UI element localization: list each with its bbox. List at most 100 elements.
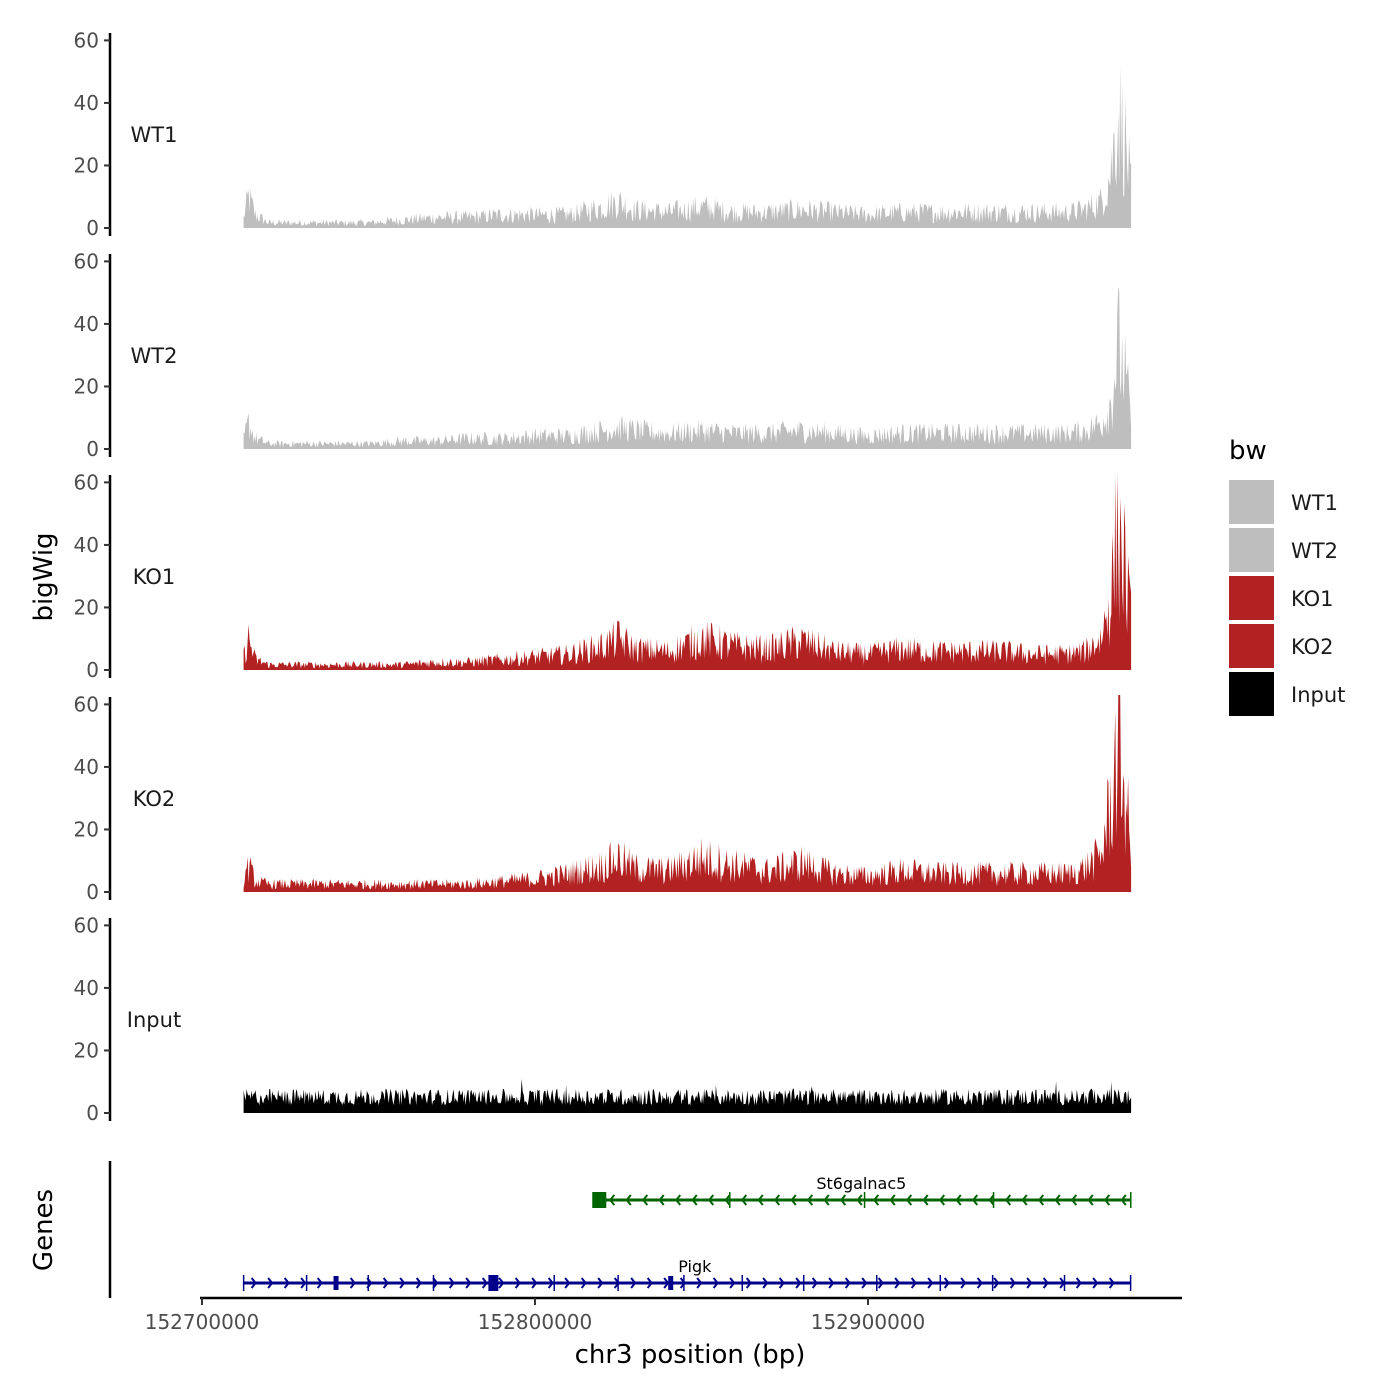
strand-arrow: [1026, 1277, 1033, 1289]
strand-arrow: [976, 1277, 983, 1289]
panel-label: WT1: [131, 123, 178, 147]
strand-arrow: [894, 1277, 901, 1289]
gene-pigk: Pigk: [242, 1257, 1132, 1291]
y-tick-label: 40: [74, 533, 99, 557]
legend-title: bw: [1229, 436, 1267, 466]
x-axis: 152700000 152800000 152900000: [145, 1296, 1182, 1334]
strand-arrow: [823, 1194, 830, 1206]
strand-arrow: [905, 1194, 913, 1206]
strand-arrow: [691, 1194, 698, 1206]
strand-arrow: [1054, 1194, 1061, 1206]
strand-arrow: [646, 1277, 653, 1289]
panel-label: WT2: [131, 344, 178, 368]
strand-arrow: [960, 1277, 967, 1289]
strand-arrow: [1004, 1194, 1012, 1206]
gene-track: St6galnac5 Pigk: [108, 1161, 1132, 1298]
strand-arrow: [349, 1277, 356, 1289]
signal-area: [243, 287, 1132, 449]
legend-label: KO2: [1291, 635, 1334, 659]
strand-arrow: [1037, 1194, 1045, 1206]
strand-arrow: [465, 1277, 472, 1289]
strand-arrow: [757, 1194, 764, 1206]
strand-arrow: [943, 1277, 950, 1289]
y-tick-label: 60: [74, 249, 99, 273]
strand-arrow: [877, 1277, 884, 1289]
y-tick-label: 0: [86, 658, 99, 682]
y-tick-label: 0: [86, 437, 99, 461]
strand-arrow: [1103, 1194, 1111, 1206]
gene-st6galnac5: St6galnac5: [592, 1174, 1132, 1208]
strand-arrow: [674, 1194, 682, 1206]
y-tick-label: 60: [74, 470, 99, 494]
strand-arrow: [806, 1194, 814, 1206]
strand-arrow: [729, 1277, 736, 1289]
strand-arrow: [778, 1277, 785, 1289]
strand-arrow: [1092, 1277, 1099, 1289]
exon-block: [668, 1276, 674, 1290]
strand-arrow: [481, 1277, 488, 1289]
strand-arrow: [1009, 1277, 1016, 1289]
strand-arrow: [283, 1277, 290, 1289]
x-axis-title: chr3 position (bp): [575, 1340, 806, 1370]
strand-arrow: [828, 1277, 835, 1289]
legend-key-wt2: [1229, 528, 1274, 572]
strand-arrow: [762, 1277, 769, 1289]
strand-arrow: [1075, 1277, 1082, 1289]
legend-key-ko1: [1229, 576, 1274, 620]
track-panels: WT1 0 20 40 60 WT2 0 20 40 60 KO1 0 20 40 60 KO2 0 20 40 60…: [74, 28, 1132, 1125]
panel-label: Input: [127, 1008, 181, 1032]
y-tick-label: 40: [74, 755, 99, 779]
strand-arrow: [1087, 1194, 1094, 1206]
strand-arrow: [740, 1194, 748, 1206]
genes-axis-title: Genes: [29, 1189, 59, 1271]
y-tick-label: 0: [86, 880, 99, 904]
strand-arrow: [1021, 1194, 1028, 1206]
strand-arrow: [531, 1277, 538, 1289]
strand-arrow: [795, 1277, 802, 1289]
gene-label: St6galnac5: [816, 1174, 906, 1193]
legend-label: Input: [1291, 683, 1345, 707]
strand-arrow: [580, 1277, 587, 1289]
strand-arrow: [971, 1194, 979, 1206]
legend-label: WT1: [1291, 491, 1338, 515]
strand-arrow: [630, 1277, 637, 1289]
strand-arrow: [641, 1194, 649, 1206]
strand-arrow: [1108, 1277, 1115, 1289]
y-tick-label: 0: [86, 1101, 99, 1125]
strand-arrow: [663, 1277, 670, 1289]
strand-arrow: [910, 1277, 917, 1289]
x-tick-label: 152800000: [478, 1310, 593, 1334]
track-ko1: KO1 0 20 40 60: [74, 470, 1132, 682]
y-tick-label: 60: [74, 692, 99, 716]
y-tick-label: 60: [74, 28, 99, 52]
strand-arrow: [712, 1277, 719, 1289]
y-tick-label: 40: [74, 976, 99, 1000]
strand-arrow: [811, 1277, 818, 1289]
y-tick-label: 0: [86, 216, 99, 240]
strand-arrow: [872, 1194, 880, 1206]
strand-arrow: [448, 1277, 455, 1289]
strand-arrow: [399, 1277, 406, 1289]
legend-key-wt1: [1229, 480, 1274, 524]
strand-arrow: [839, 1194, 847, 1206]
strand-arrow: [625, 1194, 632, 1206]
panel-label: KO1: [133, 565, 176, 589]
signal-area: [243, 1078, 1132, 1113]
strand-arrow: [1070, 1194, 1078, 1206]
strand-arrow: [696, 1277, 703, 1289]
strand-arrow: [889, 1194, 896, 1206]
y-tick-label: 20: [74, 374, 99, 398]
track-input: Input 0 20 40 60: [74, 913, 1132, 1125]
strand-arrow: [597, 1277, 604, 1289]
y-tick-label: 60: [74, 913, 99, 937]
strand-arrow: [745, 1277, 752, 1289]
strand-arrow: [1042, 1277, 1049, 1289]
signal-area: [243, 695, 1132, 892]
signal-area: [243, 473, 1132, 670]
strand-arrow: [724, 1194, 731, 1206]
strand-arrow: [861, 1277, 868, 1289]
strand-arrow: [955, 1194, 962, 1206]
strand-arrow: [856, 1194, 863, 1206]
x-tick-label: 152900000: [811, 1310, 926, 1334]
